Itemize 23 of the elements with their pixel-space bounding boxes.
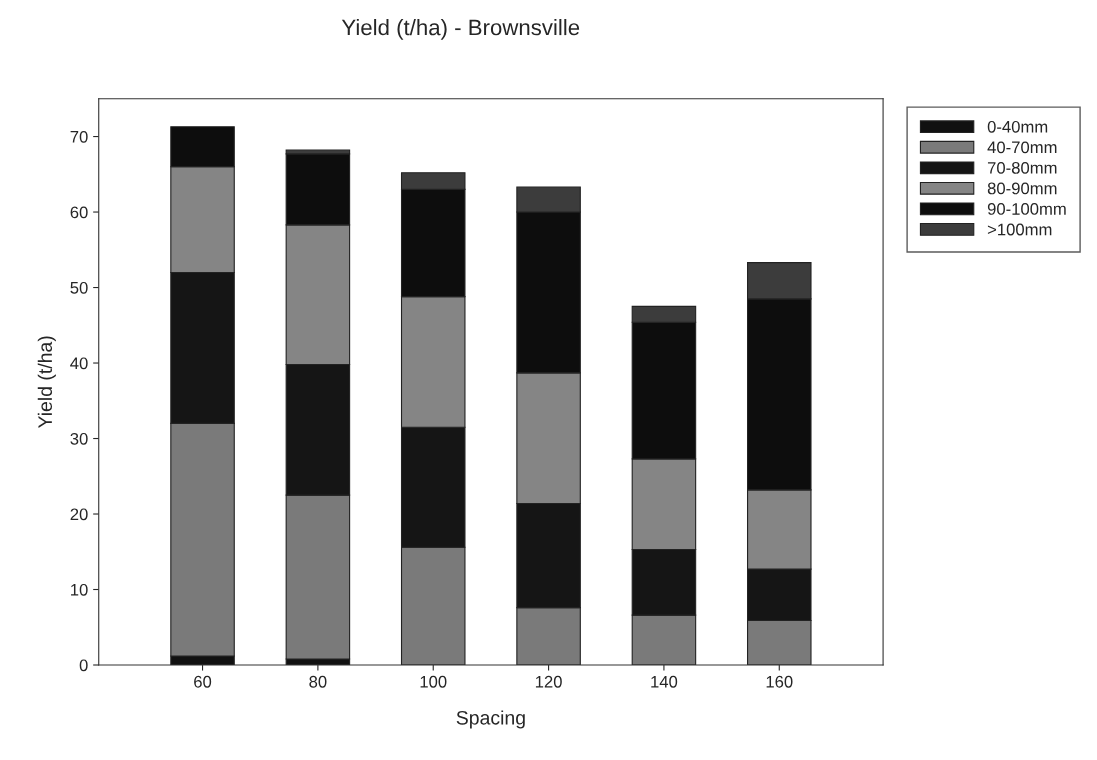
x-tick-label: 60: [194, 675, 212, 688]
legend-label: 70-80mm: [987, 161, 1057, 174]
x-tick-label: 80: [309, 675, 327, 688]
x-tick-label: 100: [420, 675, 447, 688]
legend-label: 80-90mm: [987, 182, 1057, 195]
x-tick-label: 120: [535, 675, 562, 688]
y-axis-title: Yield (t/ha): [37, 336, 56, 429]
y-tick-label: 60: [70, 206, 88, 219]
y-tick-label: 50: [70, 281, 88, 294]
legend-label: 90-100mm: [987, 203, 1066, 215]
x-tick-label: 140: [651, 675, 678, 688]
x-tick-label: 160: [766, 675, 793, 688]
y-tick-label: 40: [70, 357, 88, 370]
chart-title: Yield (t/ha) - Brownsville: [341, 19, 580, 40]
y-tick-label: 30: [70, 432, 88, 445]
legend-label: 0-40mm: [987, 120, 1048, 133]
y-tick-label: 0: [79, 659, 88, 672]
y-tick-label: 10: [71, 583, 88, 596]
x-axis-title: Spacing: [456, 710, 525, 729]
y-tick-label: 70: [70, 130, 88, 143]
legend-label: 40-70mm: [987, 141, 1057, 154]
legend-label: >100mm: [987, 223, 1052, 236]
y-tick-label: 20: [70, 508, 88, 521]
